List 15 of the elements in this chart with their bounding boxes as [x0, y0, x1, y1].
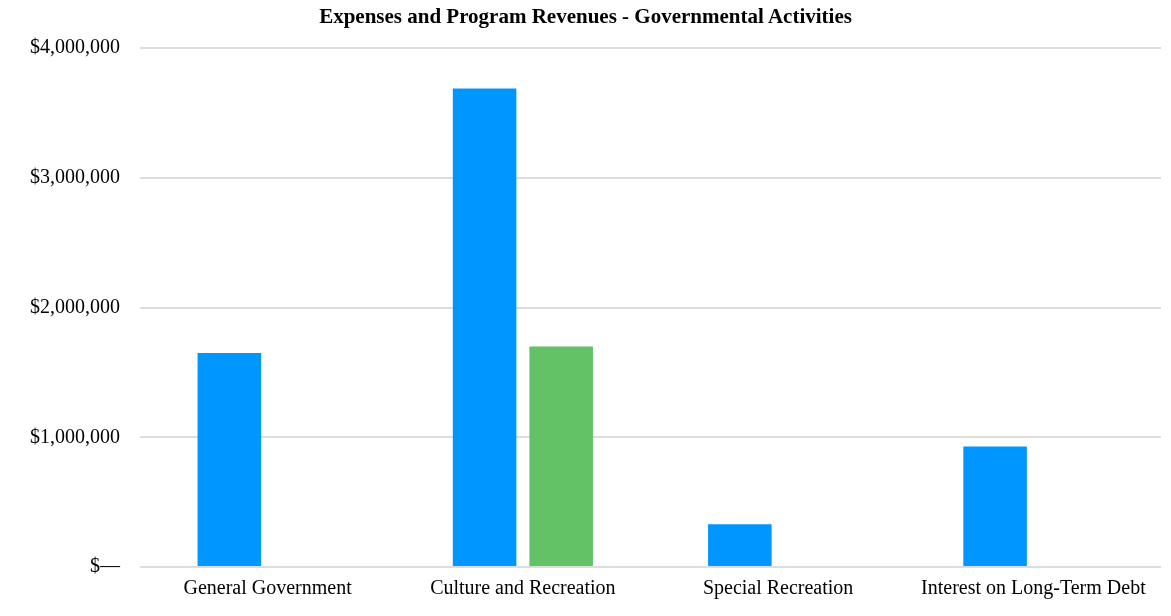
x-tick-label: General Government — [183, 576, 353, 599]
y-tick-label: $— — [90, 554, 121, 577]
y-tick-label: $2,000,000 — [30, 294, 120, 317]
bar — [197, 353, 262, 566]
bar — [708, 524, 772, 566]
x-tick-label: Special Recreation — [702, 576, 854, 600]
y-tick-label: $4,000,000 — [30, 35, 120, 58]
bar — [452, 88, 517, 566]
bar — [529, 346, 593, 566]
y-tick-label: $1,000,000 — [30, 424, 120, 447]
x-tick-label: Culture and Recreation — [430, 576, 616, 599]
chart-title: Expenses and Program Revenues - Governmental Activities — [319, 4, 852, 29]
bar — [963, 446, 1027, 566]
x-tick-label: Interest on Long-Term Debt — [921, 576, 1147, 600]
y-tick-label: $3,000,000 — [30, 165, 120, 188]
